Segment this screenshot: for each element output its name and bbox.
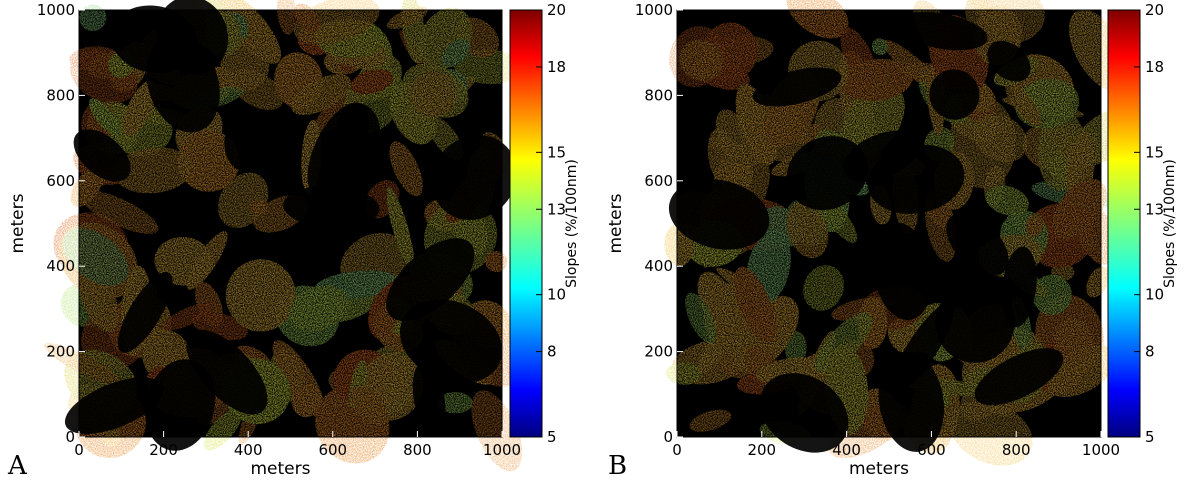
y-tick-label: 800 bbox=[644, 86, 673, 104]
y-tick-label: 200 bbox=[644, 343, 673, 361]
y-tick-label: 600 bbox=[46, 172, 75, 190]
y-axis-label: meters bbox=[8, 193, 28, 253]
x-tick-label: 0 bbox=[74, 441, 84, 459]
colorbar-gradient bbox=[509, 9, 543, 438]
y-tick-label: 200 bbox=[46, 343, 75, 361]
plot-frame bbox=[676, 9, 1102, 438]
colorbar-tick-label: 20 bbox=[547, 1, 566, 19]
colorbar-tick-label: 13 bbox=[1145, 200, 1164, 218]
x-tick-label: 400 bbox=[234, 441, 263, 459]
colorbar-tick-label: 10 bbox=[547, 286, 566, 304]
colorbar-tick-label: 10 bbox=[1145, 286, 1164, 304]
y-tick-label: 400 bbox=[644, 257, 673, 275]
x-tick-label: 800 bbox=[1002, 441, 1031, 459]
panel-a: 0 200 400 600 800 1000 0 200 400 600 800 1000 meters… bbox=[7, 0, 580, 481]
y-tick-label: 800 bbox=[46, 86, 75, 104]
x-tick-label: 1000 bbox=[1082, 441, 1120, 459]
x-axis-label: meters bbox=[251, 459, 311, 479]
x-tick-label: 200 bbox=[149, 441, 178, 459]
colorbar-tick-label: 18 bbox=[1145, 58, 1164, 76]
colorbar-tick-label: 13 bbox=[547, 200, 566, 218]
colorbar-tick-label: 8 bbox=[1145, 343, 1155, 361]
y-tick-label: 600 bbox=[644, 172, 673, 190]
panel-letter: B bbox=[608, 451, 627, 481]
panel-letter: A bbox=[7, 451, 28, 481]
x-tick-label: 1000 bbox=[483, 441, 521, 459]
y-tick-label: 1000 bbox=[37, 1, 75, 19]
y-tick-label: 400 bbox=[46, 257, 75, 275]
colorbar: 5 8 10 13 15 18 20 Slopes (%/100nm) bbox=[509, 1, 580, 446]
colorbar-tick-label: 5 bbox=[547, 428, 557, 446]
colorbar-label: Slopes (%/100nm) bbox=[564, 159, 580, 288]
shadow-regions bbox=[668, 11, 1064, 453]
x-tick-label: 800 bbox=[403, 441, 432, 459]
colorbar-tick-label: 15 bbox=[547, 143, 566, 161]
plot-frame bbox=[78, 9, 503, 438]
colorbar: 5 8 10 13 15 18 20 Slopes (%/100nm) bbox=[1107, 1, 1178, 446]
panel-b: 0 200 400 600 800 1000 0 200 400 600 800 1000 meters… bbox=[606, 0, 1178, 481]
colorbar-tick-label: 5 bbox=[1145, 428, 1155, 446]
colorbar-tick-label: 20 bbox=[1145, 1, 1164, 19]
y-tick-label: 0 bbox=[65, 428, 75, 446]
x-axis-label: meters bbox=[849, 459, 909, 479]
colorbar-tick-label: 15 bbox=[1145, 143, 1164, 161]
colorbar-label: Slopes (%/100nm) bbox=[1162, 159, 1178, 288]
x-tick-label: 0 bbox=[672, 441, 682, 459]
shadow-regions bbox=[64, 0, 517, 451]
x-tick-label: 600 bbox=[917, 441, 946, 459]
y-axis-label: meters bbox=[606, 193, 626, 253]
x-tick-label: 200 bbox=[747, 441, 776, 459]
x-tick-label: 400 bbox=[832, 441, 861, 459]
y-tick-label: 1000 bbox=[635, 1, 673, 19]
colorbar-gradient bbox=[1107, 9, 1141, 438]
y-tick-label: 0 bbox=[663, 428, 673, 446]
colorbar-tick-label: 8 bbox=[547, 343, 557, 361]
colorbar-tick-label: 18 bbox=[547, 58, 566, 76]
x-tick-label: 600 bbox=[318, 441, 347, 459]
